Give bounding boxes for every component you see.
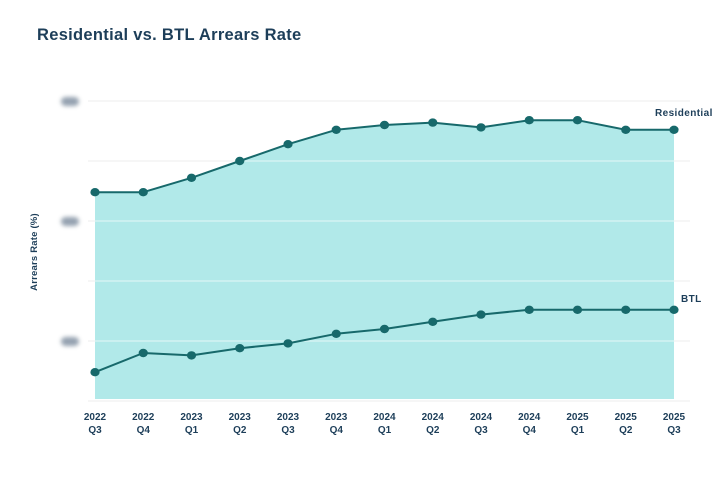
- residential-area-fill: [95, 120, 674, 399]
- btl-data-point[interactable]: [138, 348, 148, 358]
- residential-data-point[interactable]: [379, 120, 390, 130]
- btl-data-point[interactable]: [524, 305, 534, 314]
- redacted-y-tick-label: [61, 96, 79, 106]
- btl-data-point[interactable]: [235, 344, 245, 353]
- btl-data-point[interactable]: [379, 324, 390, 334]
- chart-title: Residential vs. BTL Arrears Rate: [37, 26, 302, 44]
- x-tick-label: 2025 Q1: [566, 412, 589, 436]
- series-label-btl: BTL: [681, 294, 702, 305]
- btl-data-point[interactable]: [331, 329, 341, 338]
- x-tick-label: 2024 Q4: [518, 412, 541, 436]
- btl-data-point[interactable]: [476, 310, 486, 319]
- residential-data-point[interactable]: [524, 116, 534, 125]
- residential-data-point[interactable]: [669, 125, 679, 134]
- series-label-residential: Residential: [655, 108, 713, 119]
- x-tick-label: 2023 Q4: [325, 412, 348, 436]
- x-tick-label: 2023 Q3: [276, 412, 300, 436]
- residential-data-point[interactable]: [621, 125, 631, 134]
- x-tick-label: 2023 Q2: [228, 412, 251, 436]
- btl-data-point[interactable]: [428, 317, 438, 326]
- x-tick-label: 2024 Q1: [373, 412, 396, 436]
- residential-data-point[interactable]: [186, 173, 197, 182]
- x-tick-label: 2024 Q3: [469, 412, 493, 436]
- x-tick-label: 2024 Q2: [421, 412, 444, 436]
- x-tick-label: 2023 Q1: [180, 412, 203, 436]
- redacted-y-tick-label: [61, 336, 79, 346]
- residential-data-point[interactable]: [572, 116, 583, 125]
- x-tick-label: 2022 Q4: [132, 412, 155, 436]
- residential-data-point[interactable]: [476, 123, 486, 132]
- x-tick-label: 2025 Q3: [662, 412, 686, 436]
- btl-data-point[interactable]: [90, 368, 100, 377]
- x-tick-label: 2025 Q2: [614, 412, 637, 436]
- btl-data-point[interactable]: [669, 305, 679, 314]
- redacted-y-tick-label: [61, 216, 79, 226]
- btl-data-point[interactable]: [186, 351, 197, 360]
- residential-data-point[interactable]: [235, 156, 245, 166]
- btl-data-point[interactable]: [621, 305, 631, 314]
- residential-data-point[interactable]: [428, 118, 438, 127]
- btl-data-point[interactable]: [283, 339, 293, 348]
- btl-data-point[interactable]: [572, 305, 583, 314]
- x-tick-label: 2022 Q3: [83, 412, 107, 436]
- residential-data-point[interactable]: [283, 140, 293, 149]
- residential-data-point[interactable]: [138, 188, 148, 197]
- residential-data-point[interactable]: [331, 125, 341, 134]
- residential-data-point[interactable]: [90, 188, 100, 197]
